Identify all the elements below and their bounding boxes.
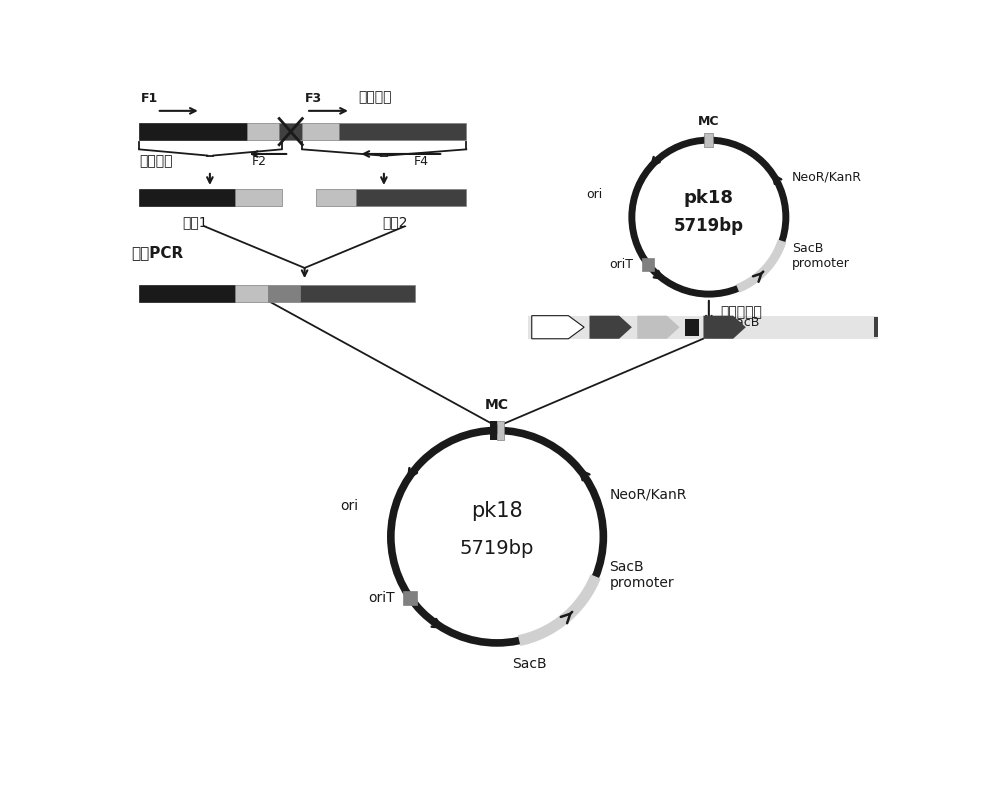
Bar <box>642 258 654 271</box>
Text: oriT: oriT <box>609 258 633 271</box>
Text: 5719bp: 5719bp <box>460 539 534 558</box>
Text: pk18: pk18 <box>684 189 734 208</box>
Bar <box>528 316 878 338</box>
Text: NeoR/KanR: NeoR/KanR <box>792 170 862 184</box>
Polygon shape <box>703 316 746 338</box>
Polygon shape <box>532 316 584 338</box>
Bar <box>279 123 302 140</box>
Text: 上游基因: 上游基因 <box>139 154 173 168</box>
Bar <box>685 319 699 335</box>
Text: 下游基因: 下游基因 <box>358 91 392 105</box>
Text: SacB: SacB <box>728 316 759 329</box>
Text: F4: F4 <box>414 155 429 168</box>
Text: 酶切线性化: 酶切线性化 <box>720 305 762 320</box>
Text: NeoR/KanR: NeoR/KanR <box>610 488 687 501</box>
Text: ori: ori <box>340 499 358 513</box>
Bar <box>235 189 282 207</box>
Text: ori: ori <box>586 188 603 200</box>
Bar <box>139 123 247 140</box>
Text: 片段2: 片段2 <box>383 215 408 230</box>
Bar <box>339 123 466 140</box>
Bar <box>874 317 878 337</box>
Bar <box>235 285 268 302</box>
Bar <box>497 421 504 439</box>
Bar <box>300 285 415 302</box>
Polygon shape <box>590 316 632 338</box>
Bar <box>403 591 417 604</box>
Bar <box>302 123 339 140</box>
Text: F2: F2 <box>252 155 267 168</box>
Bar <box>247 123 279 140</box>
Text: SacB: SacB <box>512 656 547 671</box>
Bar <box>139 285 235 302</box>
Text: oriT: oriT <box>368 591 395 604</box>
Bar <box>316 189 356 207</box>
Text: 5719bp: 5719bp <box>674 217 744 235</box>
Text: SacB
promoter: SacB promoter <box>792 241 850 270</box>
Text: MC: MC <box>698 114 720 128</box>
Text: 融合PCR: 融合PCR <box>131 245 184 260</box>
Bar <box>704 133 713 147</box>
Text: pk18: pk18 <box>471 502 523 522</box>
Text: F1: F1 <box>141 92 159 105</box>
Text: MC: MC <box>485 398 509 412</box>
Bar <box>490 421 497 439</box>
Polygon shape <box>637 316 680 338</box>
Bar <box>268 285 300 302</box>
Text: F3: F3 <box>305 92 322 105</box>
Bar <box>356 189 466 207</box>
Bar <box>139 189 235 207</box>
Text: 片段1: 片段1 <box>182 215 208 230</box>
Text: SacB
promoter: SacB promoter <box>610 560 674 590</box>
